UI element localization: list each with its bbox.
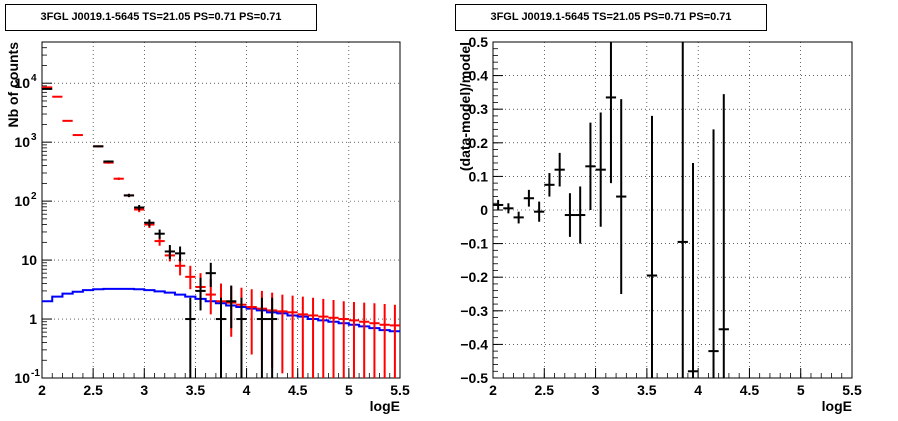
right-y-tick-label: −0.5 xyxy=(460,370,488,386)
right-y-tick-label: 0.5 xyxy=(469,34,489,50)
left-x-tick-label: 5 xyxy=(345,382,353,398)
left-y-tick-label: 10 xyxy=(21,252,37,268)
left-x-tick-label: 5.5 xyxy=(390,382,410,398)
right-y-tick-label: −0.2 xyxy=(460,269,488,285)
left-y-axis-title: Nb of counts xyxy=(5,42,21,128)
right-y-tick-label: −0.1 xyxy=(460,236,488,252)
left-x-tick-label: 3 xyxy=(140,382,148,398)
left-x-axis-title: logE xyxy=(370,398,400,414)
right-plot-frame xyxy=(492,41,853,379)
right-x-tick-label: 4.5 xyxy=(740,382,760,398)
left-y-tick-label: 10 xyxy=(14,193,30,209)
left-x-tick-label: 3.5 xyxy=(186,382,206,398)
right-y-tick-label: 0.3 xyxy=(469,101,489,117)
right-y-tick-label: 0 xyxy=(480,202,488,218)
right-y-tick-label: 0.4 xyxy=(469,68,489,84)
right-y-axis-title: (data-model)/model xyxy=(457,42,473,171)
left-model-line xyxy=(42,287,400,333)
left-y-tick-label: 10 xyxy=(14,370,30,386)
left-y-tick-exponent: 4 xyxy=(31,73,37,84)
left-x-tick-label: 2.5 xyxy=(83,382,103,398)
left-y-tick-exponent: 3 xyxy=(31,132,37,143)
right-chart-title: 3FGL J0019.1-5645 TS=21.05 PS=0.71 PS=0.… xyxy=(455,4,767,31)
right-x-tick-label: 3 xyxy=(592,382,600,398)
left-x-tick-label: 4.5 xyxy=(288,382,308,398)
left-y-tick-label: 1 xyxy=(29,311,37,327)
right-x-tick-label: 2 xyxy=(489,382,497,398)
right-y-tick-label: −0.3 xyxy=(460,303,488,319)
left-x-tick-label: 4 xyxy=(243,382,251,398)
left-x-tick-label: 2 xyxy=(38,382,46,398)
right-x-tick-label: 5 xyxy=(797,382,805,398)
right-x-tick-label: 4 xyxy=(694,382,702,398)
right-y-tick-label: 0.2 xyxy=(469,135,489,151)
left-chart-title: 3FGL J0019.1-5645 TS=21.05 PS=0.71 PS=0.… xyxy=(5,4,317,31)
right-x-axis-title: logE xyxy=(822,398,852,414)
right-x-tick-label: 3.5 xyxy=(637,382,657,398)
left-y-tick-exponent: 2 xyxy=(31,191,37,202)
left-y-tick-label: 10 xyxy=(14,134,30,150)
right-x-tick-label: 2.5 xyxy=(535,382,555,398)
right-x-tick-label: 5.5 xyxy=(842,382,862,398)
left-y-tick-exponent: -1 xyxy=(31,368,40,379)
right-y-tick-label: −0.4 xyxy=(460,336,488,352)
right-y-tick-label: 0.1 xyxy=(469,168,489,184)
left-y-tick-label: 10 xyxy=(14,75,30,91)
